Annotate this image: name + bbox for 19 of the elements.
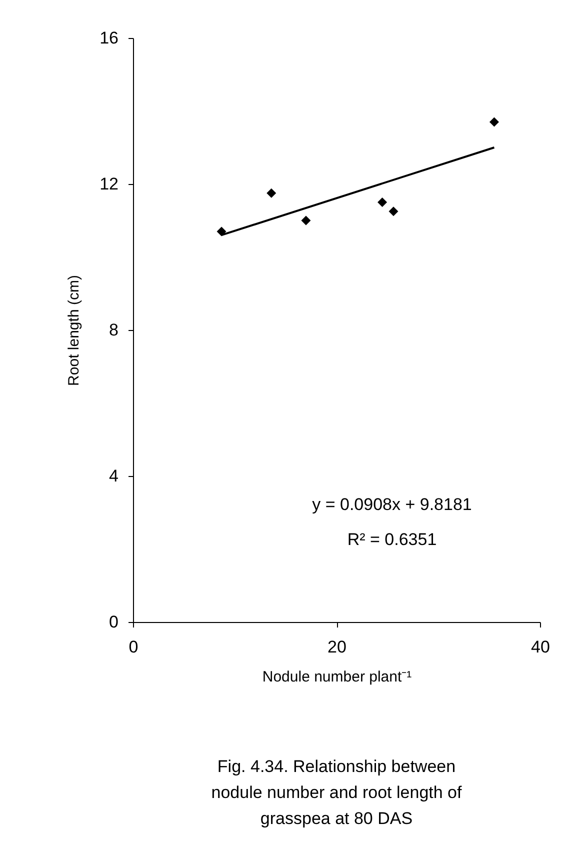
y-tick-label: 0 xyxy=(109,612,118,632)
annotation: R² = 0.6351 xyxy=(347,530,437,549)
annotation: y = 0.0908x + 9.8181 xyxy=(312,495,472,514)
x-tick-label: 40 xyxy=(531,638,550,656)
y-axis-title: Root length (cm) xyxy=(66,275,83,386)
x-axis-title: Nodule number plant⁻¹ xyxy=(262,668,412,686)
point xyxy=(266,188,276,198)
point xyxy=(489,117,499,127)
point xyxy=(301,216,311,226)
point xyxy=(388,206,398,216)
point xyxy=(378,198,388,207)
y-tick-label: 4 xyxy=(109,466,118,486)
y-tick-label: 16 xyxy=(100,28,118,48)
y-tick-label: 12 xyxy=(100,174,118,194)
y-tick-label: 8 xyxy=(109,320,118,340)
x-tick-label: 0 xyxy=(128,638,138,656)
text: Fig. 4.34. Relationship between nodule number and root length of grasspea at 80 DAS xyxy=(211,757,462,828)
x-tick-label: 20 xyxy=(328,638,346,656)
point xyxy=(216,226,226,236)
